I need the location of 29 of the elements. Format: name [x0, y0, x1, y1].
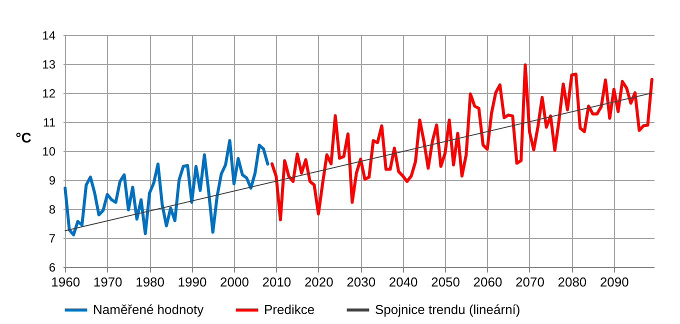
x-tick-label: 2060 — [473, 274, 502, 290]
y-tick-label: 9 — [48, 174, 56, 188]
y-tick-label: 11 — [43, 116, 56, 130]
x-tick-label: 2080 — [558, 274, 587, 290]
y-tick-label: 6 — [48, 260, 56, 274]
y-axis-title: °C — [16, 130, 32, 146]
x-tick-label: 1990 — [178, 274, 207, 290]
y-tick-label: 7 — [48, 232, 56, 246]
x-tick-label: 1970 — [93, 274, 122, 290]
line-series — [270, 63, 654, 222]
x-tick-label: 2050 — [431, 274, 460, 290]
y-tick-label: 10 — [42, 144, 56, 158]
x-tick-label: 2000 — [220, 274, 249, 290]
legend-label: Spojnice trendu (lineární) — [375, 302, 520, 317]
x-tick-label: 1960 — [51, 274, 80, 290]
y-tick-label: 14 — [42, 28, 56, 42]
line-series — [64, 139, 270, 236]
x-tick-label: 2090 — [600, 274, 629, 290]
x-tick-label: 2020 — [304, 274, 334, 290]
legend-label: Predikce — [264, 302, 315, 317]
x-tick-label: 1980 — [136, 274, 164, 290]
y-tick-label: 12 — [42, 86, 56, 100]
y-tick-label: 8 — [48, 202, 56, 216]
x-tick-label: 2070 — [516, 274, 544, 290]
y-tick-label: 13 — [42, 58, 56, 72]
x-tick-label: 2030 — [346, 274, 376, 290]
x-tick-label: 2040 — [388, 274, 418, 290]
legend-label: Naměřené hodnoty — [93, 302, 204, 317]
x-tick-label: 2010 — [262, 274, 292, 290]
